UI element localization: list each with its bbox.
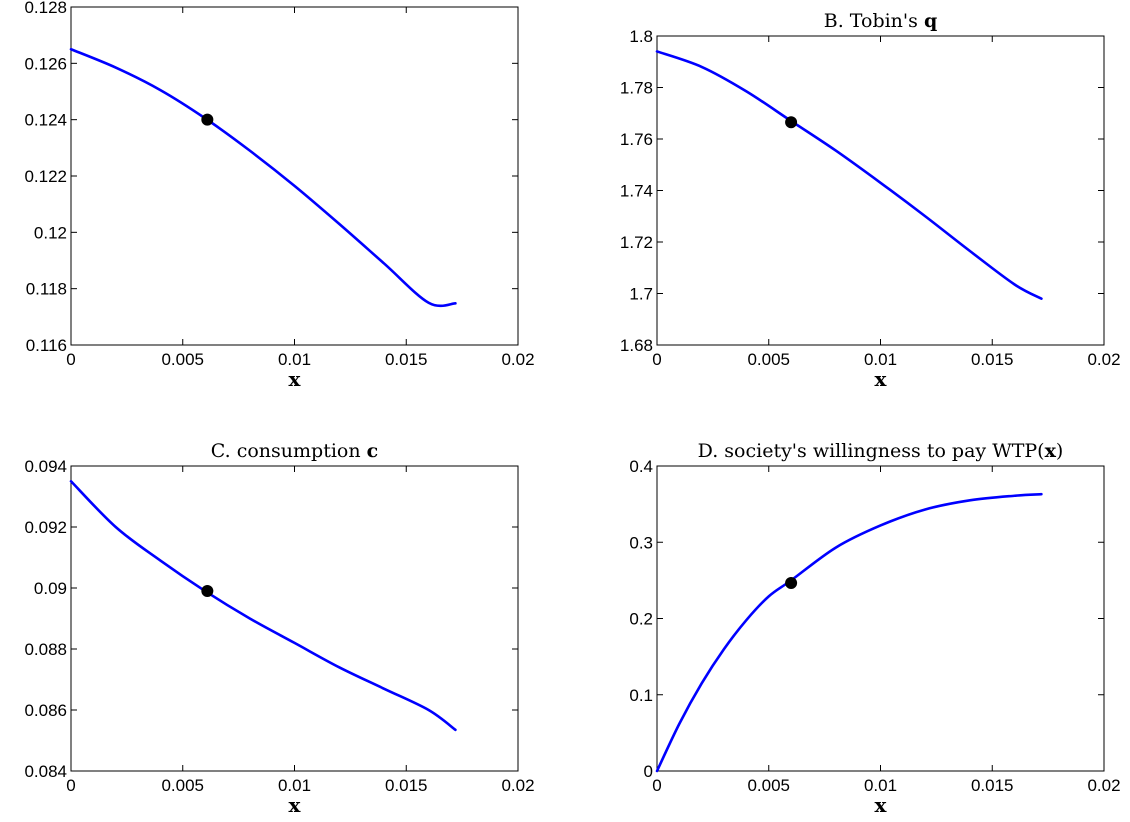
chart-title-text: B. Tobin's xyxy=(824,10,924,32)
data-point-marker xyxy=(785,577,798,590)
x-tick-label: 0.015 xyxy=(971,776,1014,795)
y-tick-label: 0.4 xyxy=(629,457,653,476)
x-axis-label: x xyxy=(289,793,302,817)
x-tick-label: 0 xyxy=(66,350,75,369)
x-tick-label: 0.02 xyxy=(1087,776,1120,795)
y-tick-label: 0.094 xyxy=(24,457,67,476)
x-tick-label: 0 xyxy=(652,350,661,369)
y-tick-label: 1.7 xyxy=(629,285,653,304)
chart-title: B. Tobin's q xyxy=(824,10,937,32)
y-tick-label: 0.126 xyxy=(24,54,67,73)
chart-title-symbol: i xyxy=(360,0,367,3)
chart-title: D. society's willingness to pay WTP(x) xyxy=(698,440,1064,462)
y-tick-label: 1.68 xyxy=(620,336,653,355)
y-tick-label: 0.128 xyxy=(24,0,67,17)
x-axis-label: x xyxy=(289,367,302,391)
chart-title-text: D. society's willingness to pay WTP( xyxy=(698,440,1045,462)
x-tick-label: 0.01 xyxy=(864,350,897,369)
y-tick-label: 0.118 xyxy=(26,280,67,299)
y-tick-label: 0.116 xyxy=(26,336,67,355)
axes-frame xyxy=(70,6,519,346)
y-tick-label: 0 xyxy=(644,762,653,781)
series-line xyxy=(69,479,457,732)
chart-panel-a: 0 0.005 0.01 0.015 0.02 0.116 0.118 0.12 0.122 0.… xyxy=(24,0,534,391)
axes-frame xyxy=(656,35,1105,346)
x-tick-label: 0.015 xyxy=(385,776,428,795)
x-tick-label: 0.015 xyxy=(971,350,1014,369)
y-tick-label: 0.088 xyxy=(24,640,67,659)
chart-panel-c: 0 0.005 0.01 0.015 0.02 0.084 0.086 0.088 0.09 0.… xyxy=(24,440,534,817)
y-tick-label: 0.122 xyxy=(24,167,67,186)
y-tick-label: 0.12 xyxy=(34,223,67,242)
axes-frame xyxy=(656,465,1105,772)
x-axis-label: x xyxy=(875,793,888,817)
y-tick-label: 0.086 xyxy=(24,701,67,720)
x-axis-label: x xyxy=(875,367,888,391)
chart-panel-d: 0 0.005 0.01 0.015 0.02 0 0.1 0.2 0.3 0.4 D. socie… xyxy=(629,440,1120,817)
chart-title-suffix: ) xyxy=(1056,440,1063,462)
y-tick-label: 0.124 xyxy=(24,111,67,130)
chart-title-text: C. consumption xyxy=(211,440,367,462)
x-tick-label: 0.01 xyxy=(278,350,311,369)
x-tick-label: 0.02 xyxy=(501,350,534,369)
y-tick-label: 1.76 xyxy=(620,130,653,149)
chart-title-symbol: c xyxy=(367,440,379,462)
chart-panel-b: 0 0.005 0.01 0.015 0.02 1.68 1.7 1.72 1.74 1.76 1.… xyxy=(620,10,1121,391)
y-tick-label: 0.084 xyxy=(24,762,67,781)
x-tick-label: 0.005 xyxy=(747,350,790,369)
x-tick-label: 0.015 xyxy=(385,350,428,369)
chart-title: C. consumption c xyxy=(211,440,378,462)
data-point-marker xyxy=(201,113,214,126)
x-tick-label: 0.005 xyxy=(747,776,790,795)
y-tick-label: 1.72 xyxy=(620,233,653,252)
x-tick-label: 0 xyxy=(66,776,75,795)
x-tick-label: 0.01 xyxy=(864,776,897,795)
data-point-marker xyxy=(201,585,214,598)
x-tick-label: 0 xyxy=(652,776,661,795)
y-tick-label: 1.8 xyxy=(629,27,653,46)
y-tick-label: 0.2 xyxy=(629,610,653,629)
y-tick-label: 0.3 xyxy=(629,533,653,552)
series-line xyxy=(655,50,1043,300)
chart-title-text: A. investment xyxy=(221,0,361,3)
x-tick-label: 0.005 xyxy=(161,776,204,795)
y-tick-label: 0.09 xyxy=(34,579,67,598)
series-line xyxy=(69,47,457,308)
x-tick-label: 0.02 xyxy=(1087,350,1120,369)
y-tick-label: 1.78 xyxy=(620,79,653,98)
x-tick-label: 0.01 xyxy=(278,776,311,795)
x-tick-label: 0.005 xyxy=(161,350,204,369)
chart-title: A. investment i xyxy=(221,0,368,3)
chart-title-symbol: x xyxy=(1045,440,1057,462)
chart-title-symbol: q xyxy=(924,10,937,32)
y-tick-label: 0.092 xyxy=(24,518,67,537)
y-tick-label: 1.74 xyxy=(620,182,653,201)
x-tick-label: 0.02 xyxy=(501,776,534,795)
y-tick-label: 0.1 xyxy=(629,686,653,705)
data-point-marker xyxy=(785,116,798,129)
